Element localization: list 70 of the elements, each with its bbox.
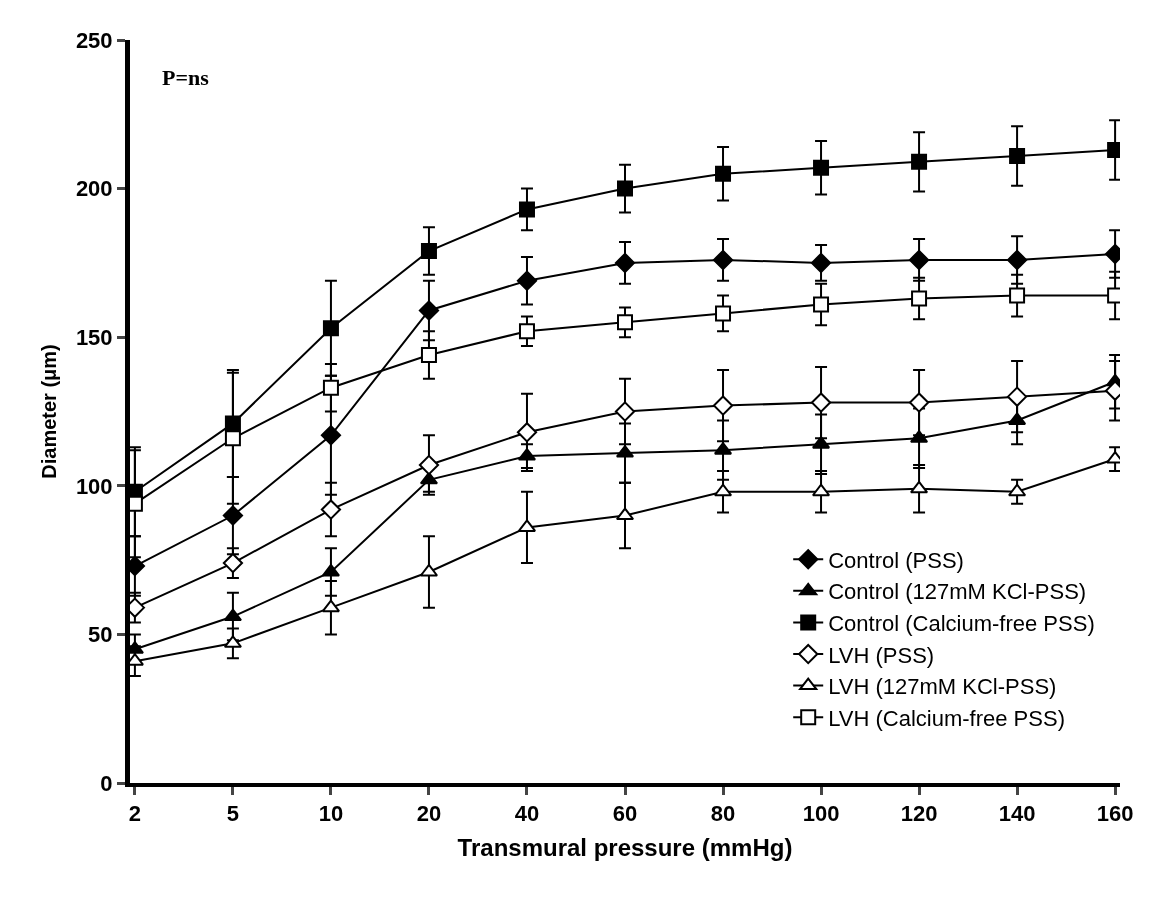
point bbox=[224, 430, 241, 447]
y-tick-label: 150 bbox=[75, 324, 113, 350]
y-tick-label: 200 bbox=[75, 176, 113, 202]
point bbox=[322, 379, 339, 396]
point bbox=[617, 180, 633, 197]
x-tick-label: 80 bbox=[710, 801, 736, 827]
annotation: P=ns bbox=[162, 65, 210, 90]
point bbox=[911, 153, 928, 170]
legend-label: Control (127mM KCl-PSS) bbox=[828, 579, 1087, 605]
point bbox=[518, 201, 535, 218]
point bbox=[320, 499, 342, 520]
point bbox=[222, 552, 244, 574]
point bbox=[811, 483, 831, 497]
point bbox=[617, 314, 633, 331]
point bbox=[615, 507, 635, 521]
legend-label: LVH (PSS) bbox=[828, 642, 935, 668]
x-tick-label: 120 bbox=[900, 801, 938, 827]
point bbox=[810, 392, 832, 413]
point bbox=[321, 563, 341, 577]
point bbox=[418, 454, 440, 476]
point bbox=[712, 249, 734, 271]
legend-label: LVH (127mM KCl-PSS) bbox=[828, 674, 1057, 700]
x-tick-label: 20 bbox=[416, 801, 442, 827]
point bbox=[322, 320, 339, 337]
point bbox=[908, 249, 930, 271]
point bbox=[813, 159, 830, 176]
point bbox=[713, 483, 733, 497]
point bbox=[321, 599, 341, 613]
y-tick-label: 0 bbox=[100, 770, 113, 796]
y-tick-label: 250 bbox=[75, 27, 113, 53]
x-tick-label: 160 bbox=[1096, 801, 1134, 827]
point bbox=[1009, 147, 1026, 164]
y-tick-label: 50 bbox=[88, 622, 113, 648]
point bbox=[908, 392, 930, 413]
point bbox=[911, 290, 928, 307]
point bbox=[810, 252, 832, 273]
point bbox=[223, 608, 242, 622]
point bbox=[1006, 249, 1028, 271]
point bbox=[420, 243, 437, 260]
point bbox=[420, 347, 437, 364]
legend-label: Control (PSS) bbox=[828, 547, 964, 573]
x-tick-label: 140 bbox=[998, 801, 1036, 827]
point bbox=[516, 270, 538, 291]
point bbox=[715, 305, 732, 322]
point bbox=[614, 252, 636, 273]
x-tick-label: 40 bbox=[514, 801, 540, 827]
point bbox=[516, 422, 538, 443]
point bbox=[222, 505, 244, 526]
point bbox=[418, 300, 440, 321]
y-axis-title: Diameter (μm) bbox=[38, 344, 61, 479]
x-tick-label: 5 bbox=[226, 801, 240, 827]
point bbox=[813, 296, 830, 313]
point bbox=[1008, 483, 1027, 497]
point bbox=[909, 480, 929, 494]
legend-label: LVH (Calcium-free PSS) bbox=[828, 705, 1065, 731]
y-tick-label: 100 bbox=[75, 473, 113, 499]
point bbox=[518, 323, 535, 340]
x-tick-label: 60 bbox=[612, 801, 638, 827]
point bbox=[712, 395, 734, 416]
point bbox=[419, 563, 439, 577]
x-tick-label: 10 bbox=[318, 801, 344, 827]
x-axis-title: Transmural pressure (mmHg) bbox=[457, 834, 793, 862]
point bbox=[715, 165, 732, 182]
point bbox=[1009, 287, 1026, 304]
point bbox=[614, 401, 636, 422]
point bbox=[1006, 386, 1028, 407]
x-tick-label: 100 bbox=[802, 801, 840, 827]
point bbox=[320, 425, 342, 446]
legend-label: Control (Calcium-free PSS) bbox=[828, 611, 1095, 636]
x-tick-label: 2 bbox=[128, 801, 142, 827]
